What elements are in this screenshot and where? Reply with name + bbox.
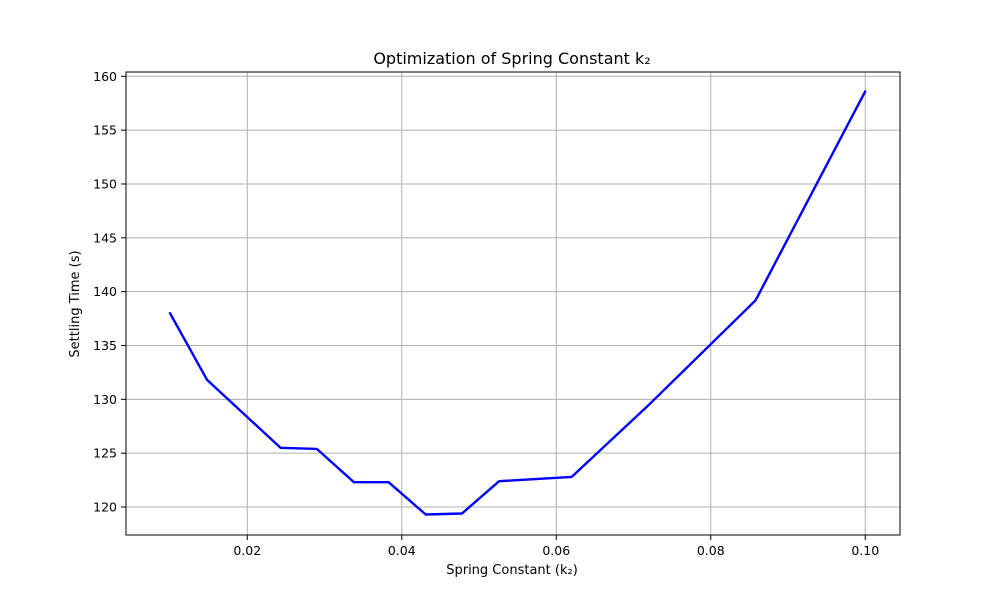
y-tick-label: 125 xyxy=(93,446,117,461)
series-layer xyxy=(168,90,867,516)
y-tick-label: 145 xyxy=(93,230,117,245)
x-axis-label: Spring Constant (k₂) xyxy=(446,563,578,578)
x-tick-label: 0.06 xyxy=(542,543,570,558)
y-tick-label: 135 xyxy=(93,338,117,353)
y-tick-label: 160 xyxy=(93,69,117,84)
y-tick-label: 140 xyxy=(93,284,117,299)
x-tick-label: 0.08 xyxy=(697,543,725,558)
x-tick-label: 0.10 xyxy=(851,543,879,558)
chart-title: Optimization of Spring Constant k₂ xyxy=(373,49,650,68)
plot-frame xyxy=(125,71,901,536)
y-tick-label: 155 xyxy=(93,123,117,138)
y-tick-label: 120 xyxy=(93,500,117,515)
x-tick-label: 0.04 xyxy=(388,543,416,558)
grid xyxy=(126,72,900,535)
x-axis: 0.02 0.04 0.06 0.08 0.10 xyxy=(233,535,879,558)
y-axis-label: Settling Time (s) xyxy=(68,250,83,357)
y-tick-label: 130 xyxy=(93,392,117,407)
x-tick-label: 0.02 xyxy=(233,543,261,558)
y-axis: 120 125 130 135 140 145 150 155 160 xyxy=(93,69,126,515)
y-tick-label: 150 xyxy=(93,176,117,191)
series-line xyxy=(168,90,867,516)
